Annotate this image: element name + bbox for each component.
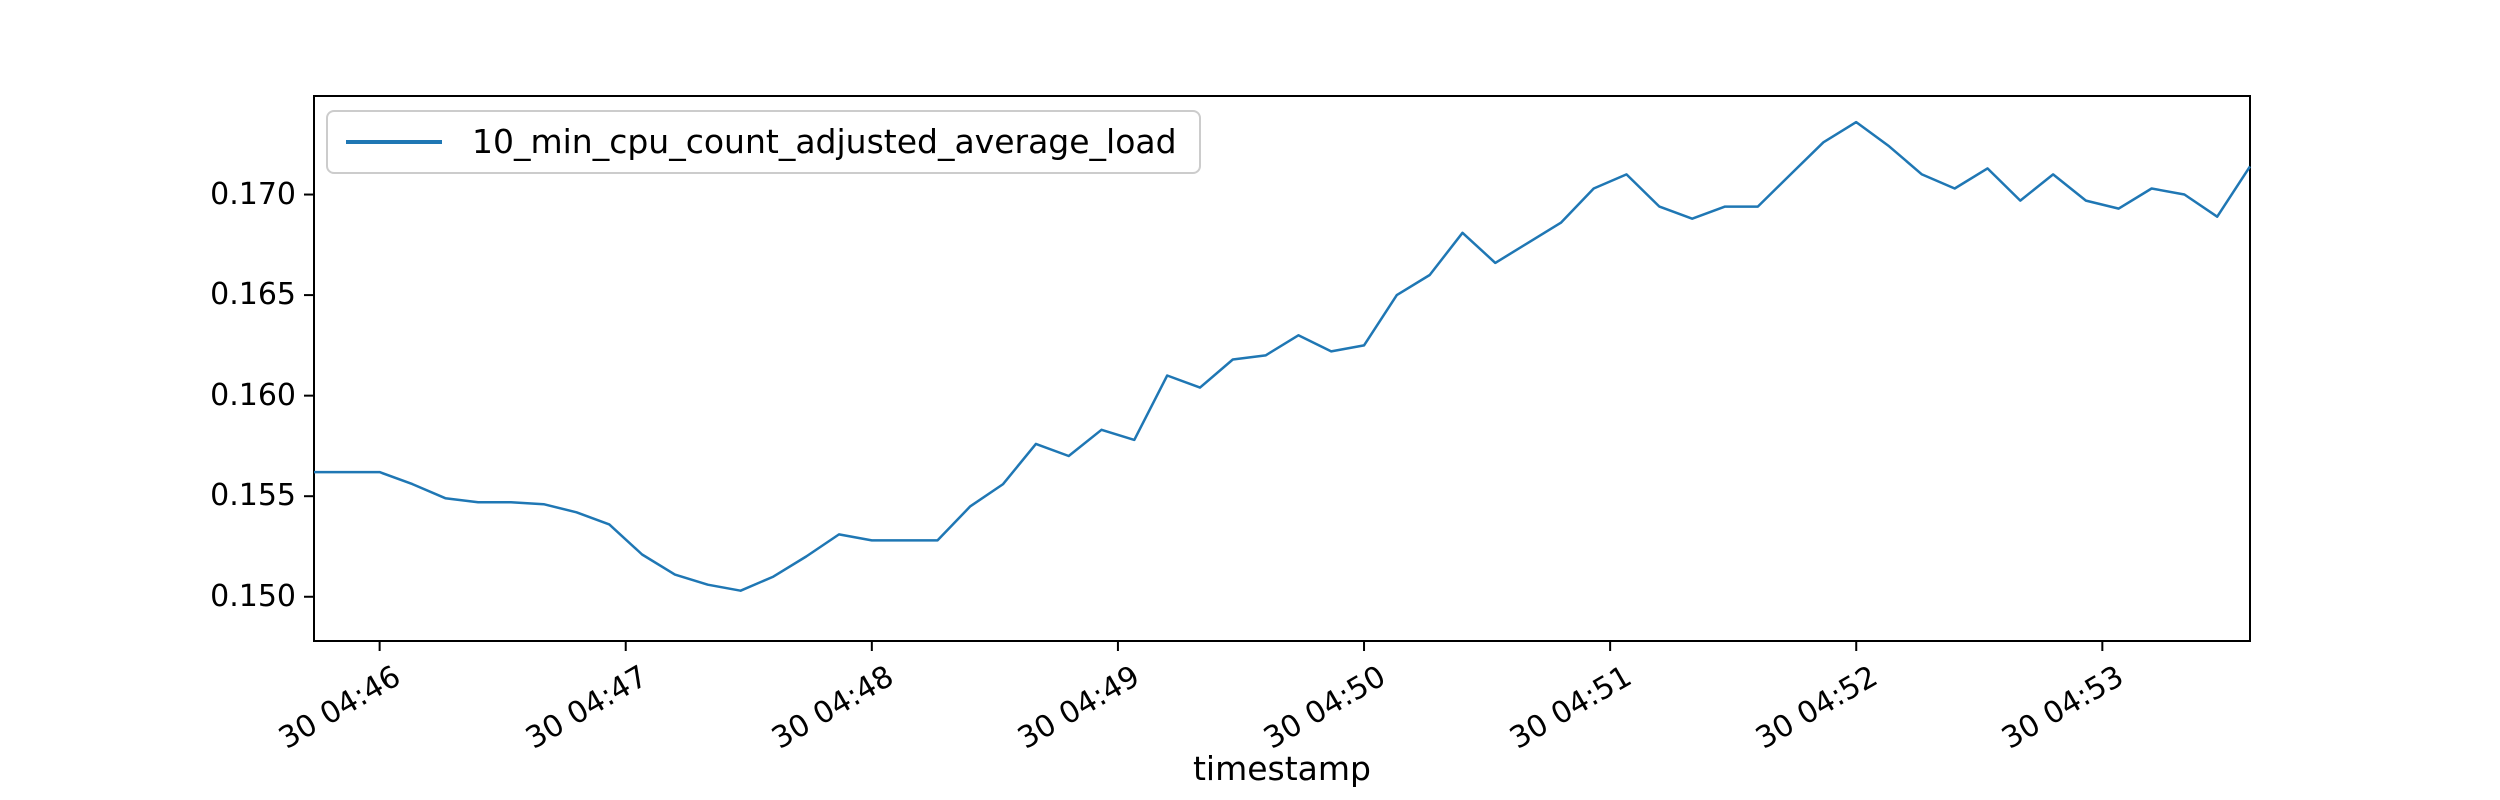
- x-axis-title: timestamp: [1192, 749, 1372, 788]
- y-tick-label: 0.165: [210, 277, 296, 313]
- legend-line-sample: [346, 140, 442, 145]
- legend-series-label: 10_min_cpu_count_adjusted_average_load: [472, 122, 1177, 161]
- series-line: [314, 120, 2252, 592]
- y-tick-label: 0.170: [210, 176, 296, 212]
- y-tick-label: 0.150: [210, 578, 296, 614]
- plot-area-spines: [313, 95, 2251, 642]
- legend-box: 10_min_cpu_count_adjusted_average_load: [326, 110, 1201, 175]
- y-tick-label: 0.160: [210, 377, 296, 413]
- y-tick-label: 0.155: [210, 478, 296, 514]
